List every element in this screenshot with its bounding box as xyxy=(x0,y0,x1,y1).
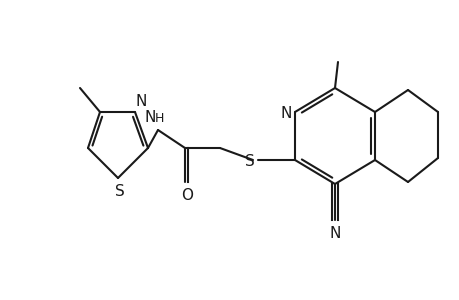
Text: N: N xyxy=(144,110,155,125)
Text: N: N xyxy=(280,106,291,121)
Text: S: S xyxy=(115,184,124,200)
Text: N: N xyxy=(329,226,340,241)
Text: H: H xyxy=(154,112,163,124)
Text: N: N xyxy=(135,94,146,110)
Text: O: O xyxy=(180,188,193,202)
Text: S: S xyxy=(245,154,254,169)
